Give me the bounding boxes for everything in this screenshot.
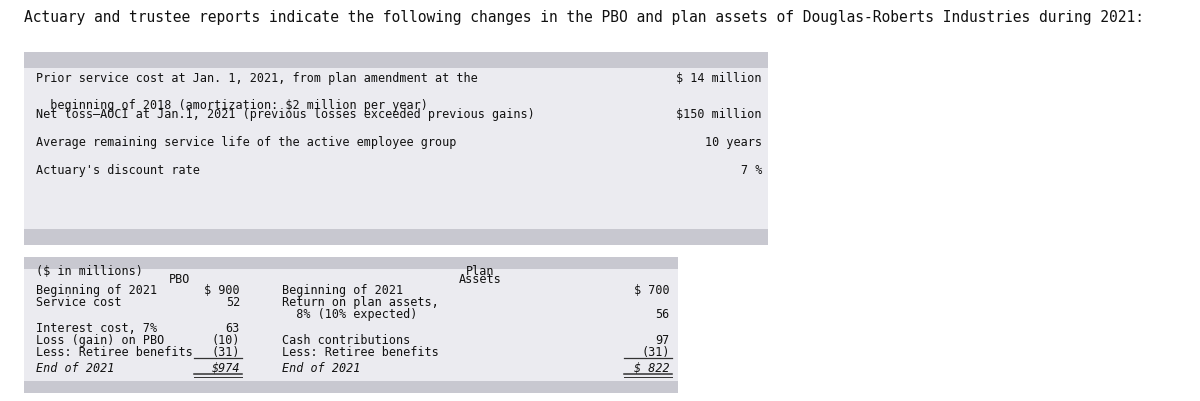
Text: Service cost: Service cost (36, 296, 121, 309)
Text: Beginning of 2021: Beginning of 2021 (36, 284, 157, 296)
Text: Less: Retiree benefits: Less: Retiree benefits (36, 346, 193, 359)
Bar (24, 229, 768, 245)
Text: PBO: PBO (169, 273, 191, 286)
Text: Average remaining service life of the active employee group: Average remaining service life of the ac… (36, 136, 456, 149)
Text: $ 822: $ 822 (634, 362, 670, 375)
Text: Actuary and trustee reports indicate the following changes in the PBO and plan a: Actuary and trustee reports indicate the… (24, 10, 1144, 25)
Text: 7 %: 7 % (740, 164, 762, 177)
Text: Interest cost, 7%: Interest cost, 7% (36, 322, 157, 334)
Text: 10 years: 10 years (706, 136, 762, 149)
Text: $ 900: $ 900 (204, 284, 240, 296)
Text: $150 million: $150 million (677, 108, 762, 121)
Text: (10): (10) (211, 334, 240, 347)
Bar (24, 257, 678, 269)
Bar (24, 68, 768, 229)
Bar (24, 52, 768, 68)
Text: (31): (31) (211, 346, 240, 359)
Text: 56: 56 (655, 308, 670, 321)
Text: Less: Retiree benefits: Less: Retiree benefits (282, 346, 439, 359)
Text: ($ in millions): ($ in millions) (36, 265, 143, 277)
Text: Plan: Plan (466, 265, 494, 277)
Text: End of 2021: End of 2021 (282, 362, 360, 375)
Text: Prior service cost at Jan. 1, 2021, from plan amendment at the: Prior service cost at Jan. 1, 2021, from… (36, 72, 478, 85)
Text: $ 700: $ 700 (634, 284, 670, 296)
Text: 63: 63 (226, 322, 240, 334)
Text: 97: 97 (655, 334, 670, 347)
Text: $974: $974 (211, 362, 240, 375)
Text: Actuary's discount rate: Actuary's discount rate (36, 164, 200, 177)
Text: Assets: Assets (458, 273, 502, 286)
Text: Loss (gain) on PBO: Loss (gain) on PBO (36, 334, 164, 347)
Bar (24, 381, 678, 393)
Text: Return on plan assets,: Return on plan assets, (282, 296, 439, 309)
Text: Beginning of 2021: Beginning of 2021 (282, 284, 403, 296)
Text: $ 14 million: $ 14 million (677, 72, 762, 85)
Text: beginning of 2018 (amortization: $2 million per year): beginning of 2018 (amortization: $2 mill… (36, 99, 428, 112)
Bar (24, 269, 678, 381)
Text: 8% (10% expected): 8% (10% expected) (282, 308, 418, 321)
Text: Cash contributions: Cash contributions (282, 334, 410, 347)
Text: 52: 52 (226, 296, 240, 309)
Text: Net loss–AOCI at Jan.1, 2021 (previous losses exceeded previous gains): Net loss–AOCI at Jan.1, 2021 (previous l… (36, 108, 535, 121)
Text: End of 2021: End of 2021 (36, 362, 114, 375)
Text: (31): (31) (641, 346, 670, 359)
